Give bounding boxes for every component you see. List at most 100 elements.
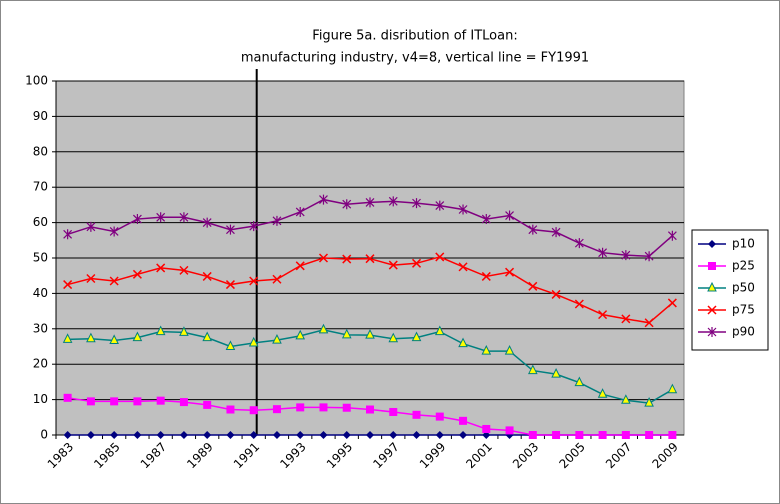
marker <box>132 331 143 342</box>
marker <box>272 405 281 414</box>
marker <box>248 336 259 347</box>
marker <box>667 230 677 241</box>
marker <box>365 197 375 208</box>
marker <box>249 276 259 286</box>
marker <box>644 251 654 262</box>
marker <box>63 280 73 290</box>
marker <box>707 305 717 315</box>
marker <box>435 252 445 262</box>
marker <box>458 337 468 348</box>
marker <box>435 200 445 211</box>
marker <box>272 215 282 226</box>
marker <box>295 261 305 271</box>
legend: p10 p25 p50 p75 p90 <box>691 229 769 351</box>
legend-box <box>691 229 769 351</box>
marker <box>644 397 654 407</box>
marker <box>644 318 654 328</box>
marker <box>86 332 96 343</box>
marker <box>132 214 142 225</box>
marker <box>62 333 73 343</box>
marker <box>389 407 398 416</box>
y-tick-label: 90 <box>33 109 48 123</box>
marker <box>707 281 717 292</box>
marker <box>598 247 608 258</box>
marker <box>707 327 717 337</box>
marker <box>574 376 585 387</box>
marker <box>574 299 584 309</box>
legend-label: p50 <box>732 281 755 295</box>
marker <box>63 431 72 439</box>
legend-label: p90 <box>732 325 755 339</box>
marker <box>179 431 188 439</box>
legend-label: p25 <box>732 259 755 273</box>
marker <box>295 206 305 217</box>
y-tick-label: 80 <box>33 144 48 158</box>
marker <box>110 431 119 439</box>
marker <box>365 254 375 264</box>
y-tick-label: 0 <box>40 428 48 442</box>
legend-label: p75 <box>732 303 755 317</box>
marker <box>481 271 491 281</box>
marker <box>296 431 305 439</box>
y-tick-label: 70 <box>33 180 48 194</box>
marker <box>411 331 422 342</box>
marker <box>179 398 188 407</box>
marker <box>366 431 374 439</box>
marker <box>365 329 375 339</box>
marker <box>86 221 96 232</box>
chart-title: Figure 5a. disribution of ITLoan: <box>312 29 517 44</box>
marker <box>318 253 329 263</box>
marker <box>63 393 72 402</box>
marker <box>63 229 73 240</box>
marker <box>179 265 189 275</box>
marker <box>319 431 328 439</box>
y-tick-label: 60 <box>33 215 48 229</box>
marker <box>202 271 212 281</box>
marker <box>621 431 630 439</box>
marker <box>668 431 677 439</box>
marker <box>109 334 119 344</box>
marker <box>505 426 514 435</box>
marker <box>203 431 212 439</box>
marker <box>86 431 95 439</box>
marker <box>528 281 538 291</box>
marker <box>86 397 95 406</box>
marker <box>225 340 236 350</box>
marker <box>388 196 398 207</box>
marker <box>132 269 142 279</box>
marker <box>412 198 421 209</box>
marker <box>156 212 166 223</box>
marker <box>528 431 537 439</box>
marker <box>342 431 351 439</box>
marker <box>156 396 165 405</box>
marker <box>482 424 491 433</box>
marker <box>342 199 352 210</box>
chart-title: manufacturing industry, v4=8, vertical l… <box>241 51 589 66</box>
marker <box>202 217 212 228</box>
marker <box>272 334 282 344</box>
marker <box>342 254 352 264</box>
marker <box>109 226 119 237</box>
marker <box>319 194 328 205</box>
marker <box>481 214 491 225</box>
marker <box>598 310 608 320</box>
marker <box>551 227 561 238</box>
y-tick-label: 30 <box>33 321 48 335</box>
marker <box>434 325 445 336</box>
marker <box>109 276 119 286</box>
marker <box>272 431 281 439</box>
y-tick-label: 10 <box>33 392 48 406</box>
marker <box>574 238 584 249</box>
marker <box>667 383 678 394</box>
marker <box>645 431 654 439</box>
y-tick-label: 40 <box>33 286 48 300</box>
marker <box>411 258 422 268</box>
marker <box>621 314 631 324</box>
marker <box>226 405 235 414</box>
marker <box>412 431 421 439</box>
y-tick-label: 50 <box>33 251 48 265</box>
marker <box>202 331 212 342</box>
marker <box>272 274 282 284</box>
marker <box>226 431 235 439</box>
